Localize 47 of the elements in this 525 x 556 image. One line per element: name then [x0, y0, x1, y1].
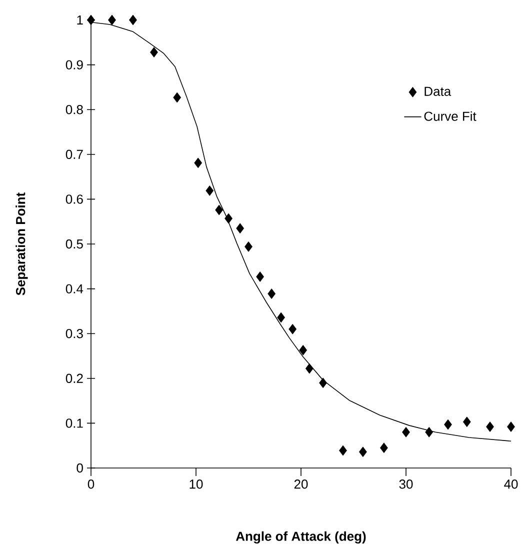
point: [359, 446, 367, 458]
point: [380, 442, 388, 454]
x-tick-label: 40: [504, 480, 518, 489]
y-tick-label: 0.8: [66, 104, 83, 114]
point: [444, 419, 452, 430]
point: [215, 204, 224, 216]
y-tick-label: 0.5: [66, 239, 83, 249]
point: [206, 185, 214, 196]
point: [224, 213, 232, 224]
point: [299, 344, 308, 356]
y-tick-label: 0.9: [66, 60, 83, 70]
point: [288, 324, 297, 334]
x-tick-label: 20: [294, 480, 308, 489]
y-tick-label: 1: [77, 16, 83, 24]
point: [277, 312, 285, 323]
x-tick-label: 10: [190, 480, 203, 489]
point: [486, 422, 494, 432]
point: [256, 272, 264, 282]
y-tick-label: 0.7: [66, 150, 83, 159]
point: [194, 158, 202, 168]
y-tick-label: 0: [76, 463, 83, 473]
point: [236, 223, 244, 234]
y-tick-label: 0.4: [66, 284, 84, 294]
y-tick-label: 0.2: [66, 374, 83, 383]
point: [425, 426, 434, 438]
point: [462, 416, 471, 428]
point: [244, 241, 252, 252]
legend-label: Data: [424, 86, 452, 96]
point: [150, 47, 158, 58]
x-tick-label: 0: [88, 480, 94, 489]
legend-label: Curve Fit: [424, 111, 476, 121]
y-tick-label: 0.3: [66, 328, 83, 338]
y-tick-label: 0.1: [66, 418, 83, 428]
point: [129, 14, 137, 26]
point: [108, 14, 116, 26]
point: [87, 14, 95, 26]
point: [507, 422, 515, 432]
point: [319, 378, 327, 388]
point: [339, 445, 347, 456]
point: [305, 363, 314, 374]
point: [173, 92, 182, 103]
y-tick-label: 0.6: [66, 194, 83, 204]
x-tick-label: 30: [399, 480, 413, 489]
point: [402, 426, 410, 438]
x-axis-title: Angle of Attack (deg): [236, 531, 366, 544]
point: [268, 288, 276, 299]
y-axis-title: Separation Point: [16, 192, 28, 296]
